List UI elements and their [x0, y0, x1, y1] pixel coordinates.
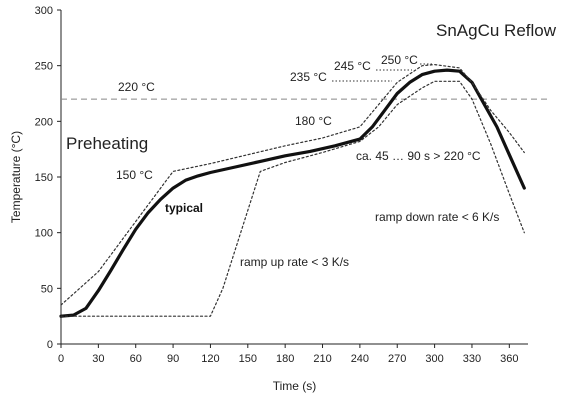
x-tick-label: 90 — [167, 353, 179, 365]
series-line-lower-limit — [60, 80, 525, 317]
axes: 0 30 60 90 120 150 180 210 240 270 300 330 360 0 50 100… — [9, 5, 528, 393]
annotations-group: SnAgCu Reflow Preheating typical 150 °C … — [66, 21, 557, 269]
annotation-235c: 235 °C — [290, 70, 327, 84]
x-tick-label: 120 — [201, 353, 219, 365]
annotation-typical: typical — [165, 201, 203, 215]
chart-title: SnAgCu Reflow — [436, 21, 557, 40]
x-tick-label: 180 — [276, 353, 294, 365]
x-axis-label: Time (s) — [273, 379, 317, 393]
y-tick-label: 150 — [35, 172, 53, 184]
annotation-ramp-down: ramp down rate < 6 K/s — [375, 210, 499, 224]
y-tick-label: 100 — [35, 228, 53, 240]
reference-line-group: 220 °C — [61, 80, 548, 100]
x-tick-label: 270 — [388, 353, 406, 365]
x-tick-label: 360 — [500, 353, 518, 365]
y-tick-label: 250 — [35, 61, 53, 73]
x-tick-label: 210 — [313, 353, 331, 365]
annotation-250c: 250 °C — [381, 53, 418, 67]
annotation-180c: 180 °C — [295, 114, 332, 128]
annotation-window: ca. 45 … 90 s > 220 °C — [356, 149, 481, 163]
series-line-typical — [59, 68, 526, 318]
series-group — [59, 63, 526, 318]
x-tick-label: 330 — [463, 353, 481, 365]
y-tick-label: 300 — [35, 5, 53, 17]
x-tick-label: 60 — [130, 353, 142, 365]
x-tick-label: 150 — [239, 353, 257, 365]
y-axis-label: Temperature (°C) — [9, 131, 23, 223]
y-tick-label: 0 — [47, 339, 53, 351]
annotation-150c: 150 °C — [116, 168, 153, 182]
series-line-upper-limit — [60, 63, 525, 306]
x-tick-label: 30 — [92, 353, 104, 365]
y-tick-label: 200 — [35, 116, 53, 128]
x-tick-label: 0 — [58, 353, 64, 365]
x-tick-label: 300 — [425, 353, 443, 365]
y-tick-label: 50 — [41, 283, 53, 295]
x-tick-label: 240 — [351, 353, 369, 365]
annotation-ramp-up: ramp up rate < 3 K/s — [240, 255, 349, 269]
annotation-preheating: Preheating — [66, 134, 148, 153]
reference-line-label: 220 °C — [118, 80, 155, 94]
annotation-245c: 245 °C — [334, 59, 371, 73]
